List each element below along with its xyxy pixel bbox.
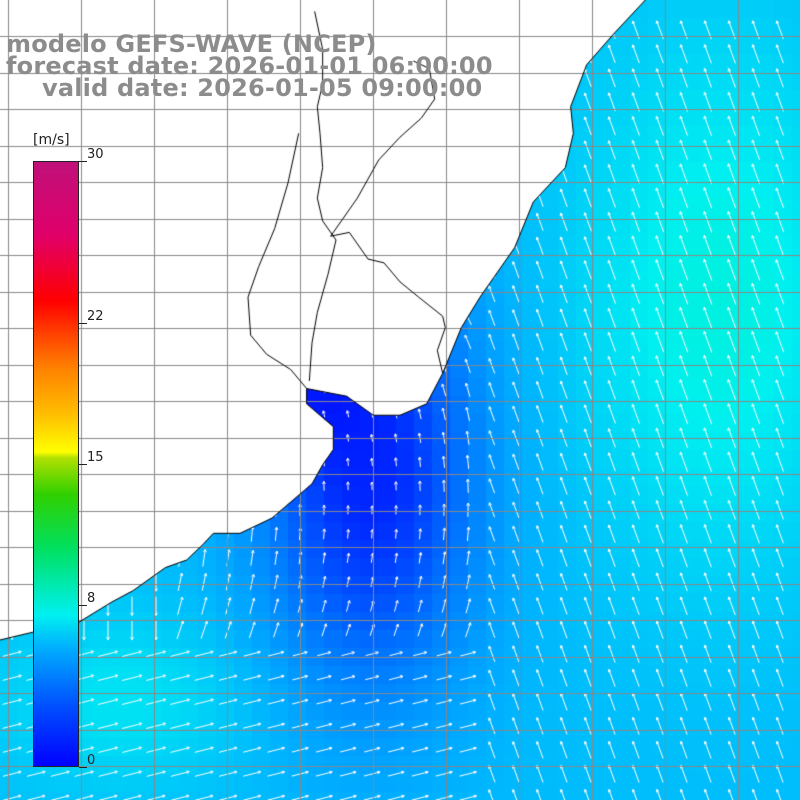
colorbar-tick <box>79 605 87 607</box>
colorbar-tick-label: 30 <box>87 147 104 162</box>
colorbar-tick-label: 15 <box>87 450 104 465</box>
valid-date: valid date: 2026-01-05 09:00:00 <box>42 74 483 102</box>
colorbar-tick <box>79 464 87 465</box>
forecast-date: forecast date: 2026-01-01 06:00:00 <box>6 52 493 80</box>
colorbar-tick-label: 22 <box>87 308 104 324</box>
colorbar-tick-label: 0 <box>87 753 96 768</box>
colorbar-units: [m/s] <box>33 132 70 148</box>
colorbar-tick-label: 8 <box>87 591 96 607</box>
colorbar-tick <box>79 161 87 162</box>
colorbar <box>33 161 79 767</box>
colorbar-tick <box>79 322 87 324</box>
colorbar-tick <box>79 767 87 768</box>
model-title: modelo GEFS-WAVE (NCEP) <box>6 30 377 58</box>
